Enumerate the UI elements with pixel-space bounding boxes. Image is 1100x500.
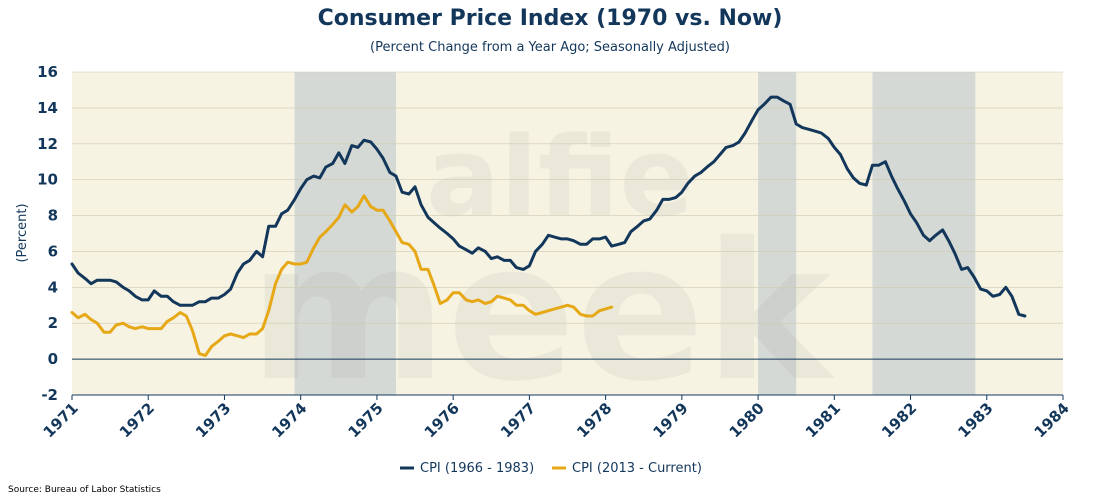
y-tick-label: 4 [48, 278, 58, 296]
legend-label-cpi-2013-current: CPI (2013 - Current) [572, 461, 702, 476]
gridlines [72, 71, 1063, 396]
legend: CPI (1966 - 1983) CPI (2013 - Current) [400, 461, 702, 476]
y-tick-label: 6 [48, 242, 58, 260]
y-tick-label: 8 [48, 207, 58, 225]
y-tick-label: 14 [37, 99, 58, 117]
y-tick-label: 0 [48, 350, 58, 368]
y-tick-label: 10 [37, 171, 58, 189]
recession-band-2 [758, 72, 797, 395]
x-tick-label: 1984 [1031, 399, 1073, 441]
x-tick-label: 1983 [954, 399, 996, 441]
y-tick-label: -2 [41, 386, 58, 404]
x-tick-label: 1982 [878, 399, 920, 441]
source-note: Source: Bureau of Labor Statistics [8, 485, 161, 495]
y-tick-label: 2 [48, 314, 58, 332]
chart-subtitle: (Percent Change from a Year Ago; Seasona… [370, 40, 730, 55]
y-tick-label: 12 [37, 135, 58, 153]
y-axis-ticks: -2 0 2 4 6 8 10 12 14 16 [37, 63, 58, 404]
x-tick-label: 1971 [40, 399, 82, 441]
recession-band-1 [294, 72, 396, 395]
y-axis-label: (Percent) [15, 203, 30, 262]
series-line-2 [70, 194, 614, 357]
series-lines [70, 95, 1027, 357]
legend-label-cpi-1966-1983: CPI (1966 - 1983) [420, 461, 534, 476]
chart-title: Consumer Price Index (1970 vs. Now) [317, 6, 783, 31]
series-line-1 [70, 95, 1027, 318]
x-tick-label: 1972 [116, 399, 158, 441]
recession-bands [294, 72, 976, 395]
y-tick-label: 16 [37, 63, 58, 81]
x-tick-label: 1973 [192, 399, 234, 441]
